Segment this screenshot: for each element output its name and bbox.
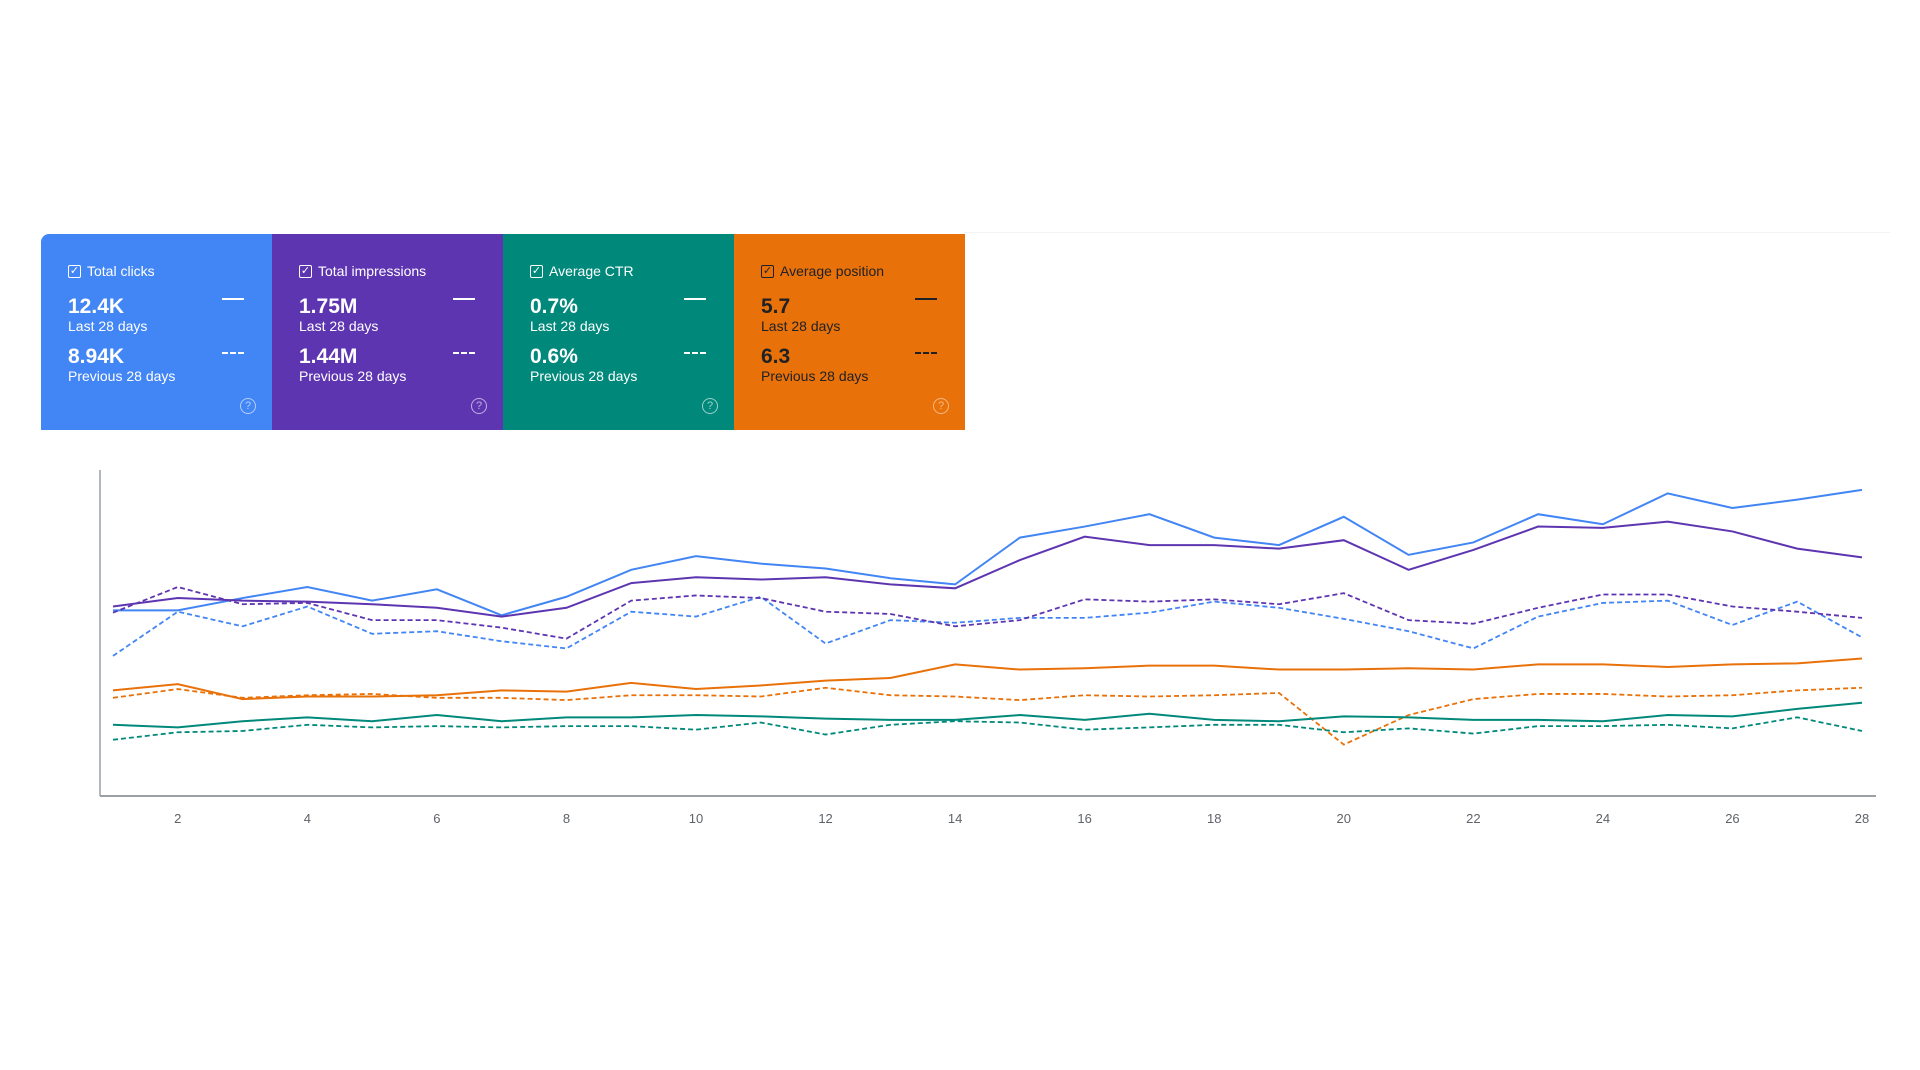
previous-value: 1.44M	[299, 345, 358, 368]
x-tick-label: 10	[689, 811, 703, 826]
dashed-line-legend-icon	[915, 352, 937, 354]
previous-period-label: Previous 28 days	[761, 368, 869, 384]
current-value: 12.4K	[68, 295, 125, 318]
series-line-ctr-current	[112, 701, 1863, 729]
dashed-line-legend-icon	[684, 352, 706, 354]
series-line-position-previous	[112, 686, 1863, 746]
x-tick-label: 24	[1596, 811, 1610, 826]
current-value: 5.7	[761, 295, 791, 318]
card-average-ctr[interactable]: ✓ Average CTR 0.7% Last 28 days 0.6% Prev…	[503, 234, 734, 430]
card-total-impressions[interactable]: ✓ Total impressions 1.75M Last 28 days 1.…	[272, 234, 503, 430]
x-tick-label: 20	[1337, 811, 1351, 826]
current-value: 1.75M	[299, 295, 358, 318]
chart-container-border	[964, 232, 1890, 233]
previous-value: 0.6%	[530, 345, 578, 368]
current-value: 0.7%	[530, 295, 578, 318]
solid-line-legend-icon	[684, 298, 706, 300]
x-tick-label: 6	[433, 811, 440, 826]
card-total-clicks[interactable]: ✓ Total clicks 12.4K Last 28 days 8.94K P…	[41, 234, 272, 430]
x-tick-label: 2	[174, 811, 181, 826]
previous-period-label: Previous 28 days	[68, 368, 176, 384]
checkbox-checked-icon[interactable]: ✓	[761, 264, 774, 278]
x-tick-label: 26	[1725, 811, 1739, 826]
x-tick-label: 18	[1207, 811, 1221, 826]
previous-period-label: Previous 28 days	[530, 368, 638, 384]
card-average-position[interactable]: ✓ Average position 5.7 Last 28 days 6.3 P…	[734, 234, 965, 430]
solid-line-legend-icon	[915, 298, 937, 300]
series-line-impressions-previous	[112, 586, 1863, 640]
current-period-label: Last 28 days	[68, 318, 148, 334]
previous-value: 6.3	[761, 345, 791, 368]
help-circle-icon[interactable]: ?	[240, 398, 256, 414]
x-tick-label: 16	[1077, 811, 1091, 826]
series-line-ctr-previous	[112, 716, 1863, 741]
card-label: Average position	[780, 263, 885, 279]
x-tick-label: 12	[818, 811, 832, 826]
current-period-label: Last 28 days	[299, 318, 379, 334]
help-circle-icon[interactable]: ?	[702, 398, 718, 414]
previous-value: 8.94K	[68, 345, 125, 368]
solid-line-legend-icon	[453, 298, 475, 300]
checkbox-checked-icon[interactable]: ✓	[299, 264, 312, 278]
card-label: Total impressions	[318, 263, 427, 279]
metric-cards: ✓ Total clicks 12.4K Last 28 days 8.94K P…	[41, 234, 965, 430]
help-circle-icon[interactable]: ?	[471, 398, 487, 414]
solid-line-legend-icon	[222, 298, 244, 300]
checkbox-checked-icon[interactable]: ✓	[68, 264, 81, 278]
dashed-line-legend-icon	[453, 352, 475, 354]
card-label: Total clicks	[87, 263, 155, 279]
series-line-clicks-previous	[112, 595, 1863, 657]
help-circle-icon[interactable]: ?	[933, 398, 949, 414]
x-tick-label: 22	[1466, 811, 1480, 826]
x-tick-label: 4	[304, 811, 311, 826]
card-label: Average CTR	[549, 263, 634, 279]
checkbox-checked-icon[interactable]: ✓	[530, 264, 543, 278]
series-line-impressions-current	[112, 520, 1863, 618]
current-period-label: Last 28 days	[530, 318, 610, 334]
previous-period-label: Previous 28 days	[299, 368, 407, 384]
x-tick-label: 28	[1855, 811, 1869, 826]
x-tick-label: 8	[563, 811, 570, 826]
current-period-label: Last 28 days	[761, 318, 841, 334]
series-line-clicks-current	[113, 488, 1863, 617]
dashed-line-legend-icon	[222, 352, 244, 354]
x-tick-label: 14	[948, 811, 962, 826]
